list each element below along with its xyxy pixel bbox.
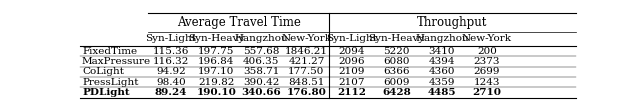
Text: 2094: 2094: [339, 47, 365, 56]
Text: Throughput: Throughput: [417, 16, 488, 29]
Text: Average Travel Time: Average Travel Time: [177, 16, 301, 29]
Text: 5220: 5220: [383, 47, 410, 56]
Text: CoLight: CoLight: [82, 67, 124, 76]
Text: 219.82: 219.82: [198, 78, 234, 87]
Text: 4394: 4394: [429, 57, 455, 66]
Text: 190.10: 190.10: [196, 88, 236, 97]
Text: 2373: 2373: [474, 57, 500, 66]
Text: 98.40: 98.40: [156, 78, 186, 87]
Text: New-York: New-York: [462, 34, 512, 43]
Text: FixedTime: FixedTime: [82, 47, 137, 56]
Text: PressLight: PressLight: [82, 78, 138, 87]
Text: 1243: 1243: [474, 78, 500, 87]
Text: 4485: 4485: [428, 88, 456, 97]
Text: Hangzhou: Hangzhou: [415, 34, 468, 43]
Text: 3410: 3410: [429, 47, 455, 56]
Text: Syn-Heavy: Syn-Heavy: [369, 34, 425, 43]
Text: 406.35: 406.35: [243, 57, 280, 66]
Text: 4360: 4360: [429, 67, 455, 76]
Text: New-York: New-York: [282, 34, 332, 43]
Text: 2112: 2112: [337, 88, 366, 97]
Text: 115.36: 115.36: [153, 47, 189, 56]
Text: 177.50: 177.50: [288, 67, 324, 76]
Text: 557.68: 557.68: [243, 47, 280, 56]
Text: MaxPressure: MaxPressure: [82, 57, 151, 66]
Text: 2109: 2109: [339, 67, 365, 76]
Text: 421.27: 421.27: [288, 57, 324, 66]
Text: 89.24: 89.24: [155, 88, 188, 97]
Text: PDLight: PDLight: [82, 88, 130, 97]
Text: 848.51: 848.51: [288, 78, 324, 87]
Text: 94.92: 94.92: [156, 67, 186, 76]
Text: 197.10: 197.10: [198, 67, 234, 76]
Text: 1846.21: 1846.21: [285, 47, 328, 56]
Text: 390.42: 390.42: [243, 78, 280, 87]
Text: 200: 200: [477, 47, 497, 56]
Text: 6428: 6428: [382, 88, 411, 97]
Text: 4359: 4359: [429, 78, 455, 87]
Text: Syn-Heavy: Syn-Heavy: [188, 34, 244, 43]
Text: 6080: 6080: [383, 57, 410, 66]
Text: 116.32: 116.32: [153, 57, 189, 66]
Text: Syn-Light: Syn-Light: [326, 34, 377, 43]
Text: 340.66: 340.66: [241, 88, 281, 97]
Text: 196.84: 196.84: [198, 57, 234, 66]
Text: Syn-Light: Syn-Light: [145, 34, 196, 43]
Text: 2699: 2699: [474, 67, 500, 76]
Text: 2710: 2710: [472, 88, 502, 97]
Text: 6366: 6366: [383, 67, 410, 76]
Text: 2107: 2107: [339, 78, 365, 87]
Text: 2096: 2096: [339, 57, 365, 66]
Text: 358.71: 358.71: [243, 67, 280, 76]
Text: 6009: 6009: [383, 78, 410, 87]
Text: 197.75: 197.75: [198, 47, 234, 56]
Text: Hangzhou: Hangzhou: [234, 34, 288, 43]
Text: 176.80: 176.80: [287, 88, 326, 97]
